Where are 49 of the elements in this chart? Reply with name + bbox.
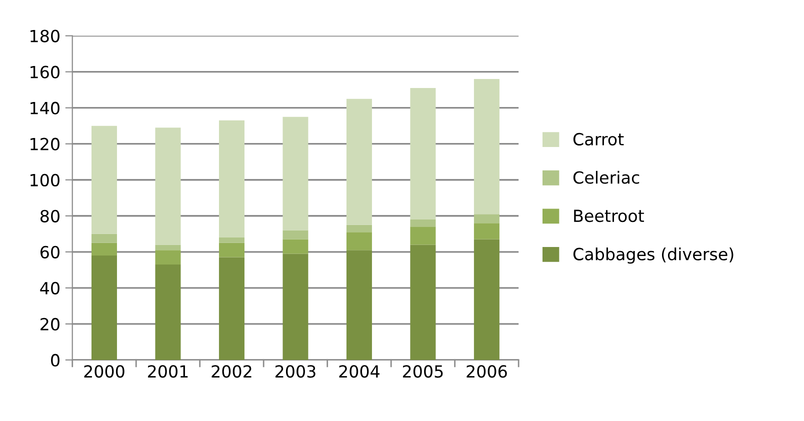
bar [218, 237, 244, 243]
bar [218, 120, 244, 238]
y-tick-label: 20 [40, 318, 60, 331]
bar [282, 254, 308, 360]
bar [346, 250, 372, 360]
x-tick-label: 2006 [466, 365, 507, 378]
bar [474, 214, 500, 224]
x-tick-label: 2000 [84, 365, 124, 378]
bar [91, 126, 117, 234]
bar [155, 244, 181, 250]
bar [282, 230, 308, 240]
y-tick-label: 40 [40, 282, 60, 294]
bar [218, 242, 244, 258]
x-tick-label: 2004 [339, 365, 380, 378]
legend-label: Celeriac [573, 170, 640, 184]
y-tick-label: 180 [30, 30, 60, 42]
bar [474, 223, 500, 240]
y-tick-label: 160 [30, 66, 60, 78]
bar [474, 79, 500, 214]
bar [282, 116, 308, 230]
bar [282, 239, 308, 254]
legend-label: Cabbages (diverse) [573, 248, 734, 264]
bar [410, 244, 436, 360]
bar [218, 257, 244, 360]
x-tick-label: 2002 [212, 365, 252, 378]
legend-label: Beetroot [574, 210, 644, 222]
bar [346, 224, 372, 232]
y-tick-label: 80 [40, 210, 60, 222]
x-tick-label: 2003 [275, 365, 316, 378]
bar [410, 226, 436, 245]
bar [346, 98, 372, 225]
y-tick-label: 140 [30, 102, 60, 114]
y-tick-label: 0 [51, 354, 60, 367]
bar [155, 264, 181, 360]
bar [91, 256, 117, 360]
bar [346, 232, 372, 250]
x-tick-label: 2001 [148, 365, 188, 378]
bar [410, 88, 436, 220]
bar [474, 239, 500, 360]
x-tick-label: 2005 [402, 365, 443, 378]
legend-label: Carrot [573, 132, 624, 146]
bar [155, 128, 181, 245]
bar [91, 242, 117, 256]
y-tick-label: 120 [30, 138, 60, 150]
bar [155, 250, 181, 265]
bar [410, 219, 436, 227]
y-tick-label: 60 [40, 246, 60, 258]
y-tick-label: 100 [30, 174, 60, 186]
bar [91, 234, 117, 243]
